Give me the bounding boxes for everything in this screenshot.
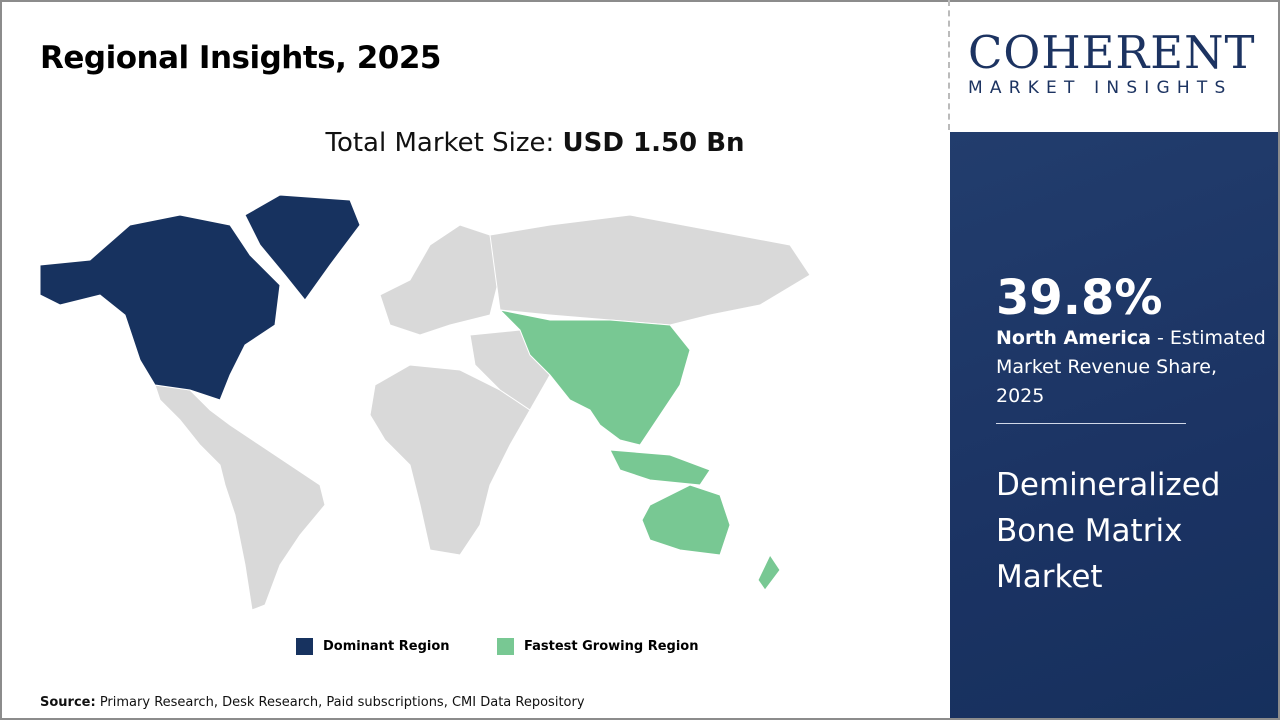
insight-panel: 39.8% North America - Estimated Market R… [950,132,1278,718]
region-greenland [244,194,361,301]
total-market-size: Total Market Size: USD 1.50 Bn [0,128,1070,158]
source-text: Primary Research, Desk Research, Paid su… [95,695,585,710]
legend-swatch [296,638,313,655]
source-note: Source: Primary Research, Desk Research,… [40,695,585,710]
source-label: Source: [40,695,96,710]
logo-subtext: MARKET INSIGHTS [968,78,1233,98]
region-africa [369,364,531,556]
world-map [39,194,811,611]
total-label: Total Market Size: [325,128,563,158]
region-europe [379,224,501,336]
legend-label: Fastest Growing Region [524,639,699,654]
legend-dominant: Dominant Region [296,638,450,655]
total-value: USD 1.50 Bn [562,128,745,158]
share-percent: 39.8% [996,270,1163,326]
region-new-zealand [757,553,781,591]
legend-label: Dominant Region [323,639,450,654]
region-australia [641,484,731,556]
region-asia-pacific [498,309,691,446]
region-name: North America [996,327,1151,349]
share-desc-text: - Estimated Market Revenue Share, 2025 [996,327,1266,407]
region-russia [489,214,811,326]
company-logo: COHERENT MARKET INSIGHTS [968,26,1263,99]
region-southeast-asia [609,449,711,486]
divider [948,0,950,130]
legend-fastest: Fastest Growing Region [497,638,698,655]
region-latin-america [154,384,326,611]
logo-text: COHERENT [968,26,1256,79]
share-description: North America - Estimated Market Revenue… [996,324,1271,411]
legend-swatch [497,638,514,655]
region-north-america [39,214,281,401]
market-name: Demineralized Bone Matrix Market [996,467,1221,595]
page-title: Regional Insights, 2025 [40,40,441,76]
panel-divider [996,423,1186,424]
